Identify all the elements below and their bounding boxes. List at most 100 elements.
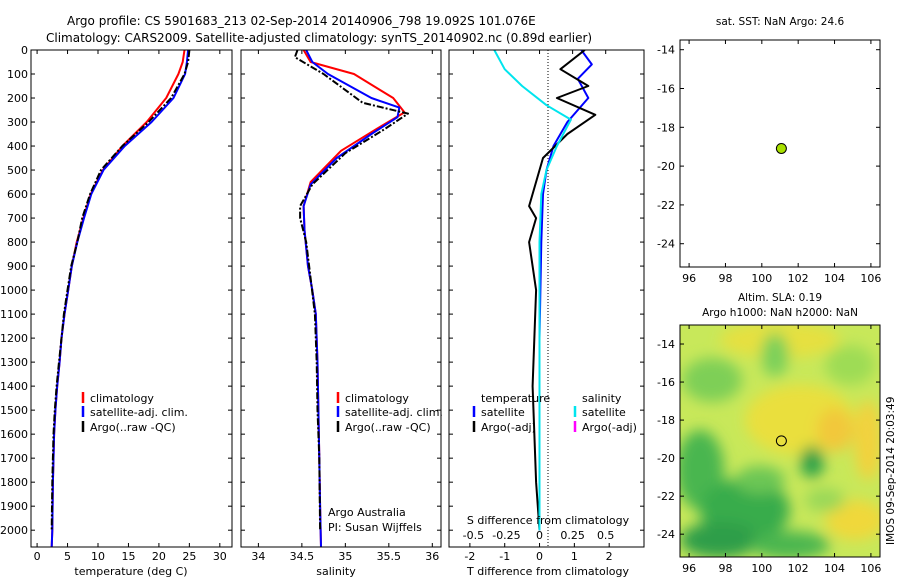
x-tick-label-t: 1	[571, 550, 578, 563]
x-tick-label: 0	[34, 550, 41, 563]
y-tick-label: 300	[7, 116, 28, 129]
x-tick-label-s: 0.5	[597, 529, 615, 542]
map-y-tick-label: -24	[657, 238, 675, 251]
temperature-series	[50, 50, 191, 547]
sla-map-title-line1: Altim. SLA: 0.19	[738, 292, 822, 304]
x-tick-label: 34.5	[290, 550, 315, 563]
map-x-tick-label: 104	[824, 272, 845, 285]
x-tick-label-t: -1	[499, 550, 510, 563]
credit-line2: PI: Susan Wijffels	[328, 521, 422, 534]
map-y-tick-label: -20	[657, 160, 675, 173]
y-tick-label: 1900	[0, 500, 28, 513]
map-x-tick-label: 106	[860, 272, 881, 285]
series-line-satellite-adj-clim-	[302, 50, 401, 547]
x-tick-label: 35	[338, 550, 352, 563]
credit-line1: Argo Australia	[328, 506, 406, 519]
sla-heatmap	[680, 325, 880, 557]
difference-bottom-label: T difference from climatology	[466, 565, 629, 578]
salinity-yticks	[241, 49, 441, 531]
header-line2: Climatology: CARS2009. Satellite-adjuste…	[46, 31, 592, 45]
y-tick-label: 1600	[0, 428, 28, 441]
y-tick-label: 1800	[0, 476, 28, 489]
map-x-tick-label: 102	[788, 562, 809, 575]
legend-label-satellite: satellite-adj. clim.	[345, 406, 443, 419]
temperature-xticks: 0 5 10 15 20 25 30	[34, 50, 227, 563]
sla-map-frame	[679, 324, 881, 558]
salinity-legend: climatology satellite-adj. clim. Argo(..…	[336, 392, 443, 434]
sst-map-frame	[679, 39, 881, 268]
y-tick-label: 1300	[0, 356, 28, 369]
map-x-tick-label: 106	[860, 562, 881, 575]
map-y-tick-label: -14	[657, 44, 675, 57]
y-tick-label: 500	[7, 164, 28, 177]
y-tick-label: 0	[21, 44, 28, 57]
legend-title-salinity: salinity	[582, 392, 622, 405]
map-y-tick-label: -22	[657, 490, 675, 503]
y-tick-label: 1700	[0, 452, 28, 465]
map-y-tick-label: -18	[657, 121, 675, 134]
x-tick-label: 5	[64, 550, 71, 563]
temperature-yticks: 0 100 200 300 400 500 600 700 800 900 1000 1100 1200…	[0, 44, 232, 537]
y-tick-label: 1400	[0, 380, 28, 393]
legend-label-climatology: climatology	[345, 392, 409, 405]
x-tick-label-s: 0.25	[560, 529, 585, 542]
x-tick-label: 36	[425, 550, 439, 563]
difference-series	[493, 50, 597, 531]
x-tick-label-s: -0.5	[463, 529, 484, 542]
salinity-xticks: 34 34.5 35 35.5 36	[251, 50, 439, 563]
y-tick-label: 1500	[0, 404, 28, 417]
difference-legend: temperature satellite Argo(-adj) salinit…	[472, 392, 637, 434]
y-tick-label: 400	[7, 140, 28, 153]
sla-map-panel: Altim. SLA: 0.19 Argo h1000: NaN h2000: …	[657, 292, 897, 575]
difference-xticks: -2 -1 0 1 2 -0.5 -0.25 0 0.25 0.5	[449, 49, 644, 563]
map-y-tick-label: -24	[657, 528, 675, 541]
x-tick-label: 34	[251, 550, 265, 563]
legend-label-s-argo: Argo(-adj)	[582, 421, 637, 434]
sst-map-ticks: 96 98 100 102 104 106 -14 -16 -18 -20 -22 -24	[657, 40, 881, 285]
y-tick-label: 200	[7, 92, 28, 105]
float-position-marker	[775, 142, 787, 154]
temperature-legend: climatology satellite-adj. clim. Argo(..…	[81, 392, 188, 434]
y-tick-label: 900	[7, 260, 28, 273]
map-x-tick-label: 102	[788, 272, 809, 285]
map-y-tick-label: -16	[657, 83, 675, 96]
temperature-panel: 0100200300400500600700800900100011001200…	[0, 44, 233, 578]
map-x-tick-label: 96	[682, 562, 696, 575]
x-tick-label: 15	[121, 550, 135, 563]
sla-map-ticks: 96 98 100 102 104 106 -14 -16 -18 -20 -22 -24	[657, 325, 881, 575]
x-tick-label: 25	[182, 550, 196, 563]
legend-label-t-satellite: satellite	[481, 406, 525, 419]
header-line1: Argo profile: CS 5901683_213 02-Sep-2014…	[67, 14, 536, 28]
map-x-tick-label: 98	[718, 272, 732, 285]
salinity-series	[293, 50, 409, 547]
legend-label-climatology: climatology	[90, 392, 154, 405]
y-tick-label: 1000	[0, 284, 28, 297]
difference-axes-frame	[448, 49, 645, 548]
map-y-tick-label: -18	[657, 414, 675, 427]
y-tick-label: 800	[7, 236, 28, 249]
map-y-tick-label: -16	[657, 376, 675, 389]
map-x-tick-label: 100	[751, 562, 772, 575]
map-y-tick-label: -14	[657, 338, 675, 351]
difference-panel: -2 -1 0 1 2 -0.5 -0.25 0 0.25 0.5 S difference fr…	[448, 49, 645, 578]
legend-label-t-argo: Argo(-adj)	[481, 421, 536, 434]
sla-side-label: IMOS 09-Sep-2014 20:03:49	[885, 397, 897, 545]
series-line-argo-raw-qc-	[50, 50, 191, 531]
legend-label-argo: Argo(..raw -QC)	[90, 421, 176, 434]
salinity-panel: 34 34.5 35 35.5 36 salinity climatology sate…	[240, 49, 443, 578]
y-tick-label: 100	[7, 68, 28, 81]
series-line-climatology	[50, 50, 186, 547]
x-tick-label-s: 0	[536, 529, 543, 542]
map-x-tick-label: 96	[682, 272, 696, 285]
map-y-tick-label: -22	[657, 199, 675, 212]
x-tick-label: 10	[91, 550, 105, 563]
series-line-t-argo-adj-	[528, 50, 597, 531]
sla-map-points	[775, 435, 787, 447]
legend-label-satellite: satellite-adj. clim.	[90, 406, 188, 419]
sla-map-title-line2: Argo h1000: NaN h2000: NaN	[702, 307, 858, 319]
x-tick-label-t: 0	[536, 550, 543, 563]
sst-map-title: sat. SST: NaN Argo: 24.6	[716, 16, 845, 28]
map-x-tick-label: 104	[824, 562, 845, 575]
x-tick-label: 20	[152, 550, 166, 563]
